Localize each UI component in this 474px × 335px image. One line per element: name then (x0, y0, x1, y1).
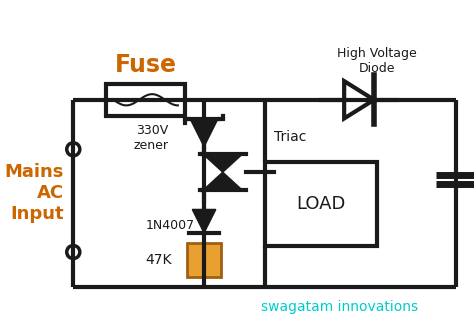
Bar (106, 84, 185, 116)
Bar (187, 243, 221, 277)
Text: 330V
zener: 330V zener (134, 124, 169, 152)
Polygon shape (192, 209, 216, 233)
Text: swagatam innovations: swagatam innovations (261, 300, 418, 314)
Polygon shape (191, 119, 218, 147)
Text: Triac: Triac (274, 130, 307, 144)
Polygon shape (203, 172, 242, 190)
Bar (265, 162, 377, 247)
Text: LOAD: LOAD (296, 195, 346, 213)
Text: 47K: 47K (145, 253, 172, 267)
Text: High Voltage
Diode: High Voltage Diode (337, 47, 417, 75)
Polygon shape (203, 154, 242, 172)
Text: Fuse: Fuse (115, 53, 177, 77)
Polygon shape (344, 81, 374, 119)
Text: 1N4007: 1N4007 (146, 219, 195, 232)
Text: Mains
AC
Input: Mains AC Input (5, 163, 64, 223)
